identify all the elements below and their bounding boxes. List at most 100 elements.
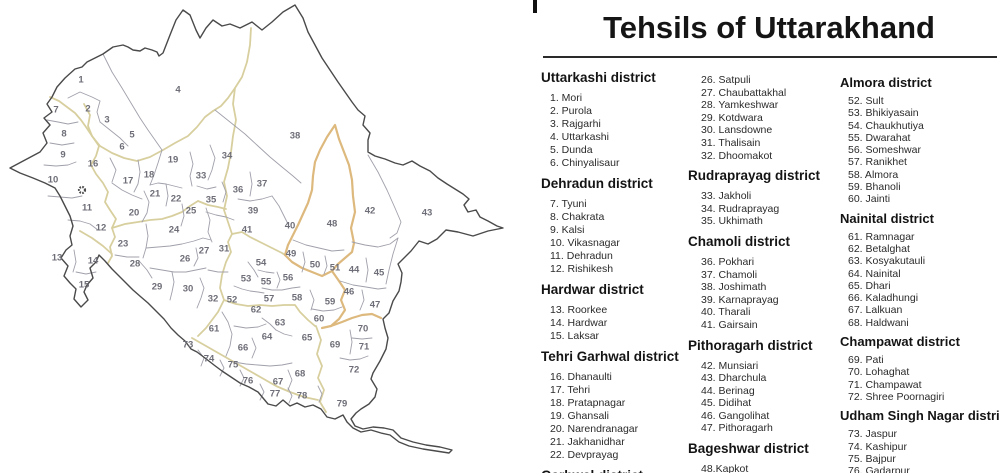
tehsil-list: 7. Tyuni 8. Chakrata 9. Kalsi 10. Vikasnaga…	[541, 198, 691, 276]
district-header: Champawat district	[840, 334, 960, 350]
tehsil-list-item: 73. Jaspur	[848, 428, 898, 441]
tehsil-boundary-line	[233, 285, 265, 294]
district-boundary-line	[197, 233, 233, 337]
tehsil-boundary-line	[111, 182, 143, 200]
tehsil-boundary-line	[49, 142, 75, 146]
district-header: Almora district	[840, 75, 932, 90]
tehsil-boundary-line	[287, 387, 293, 404]
tehsil-boundary-line	[205, 207, 213, 243]
tehsil-list-item: 59. Bhanoli	[848, 181, 901, 194]
legend-column-3: Almora district 52. Sult 53. Bhikiyasain 54…	[840, 70, 1000, 473]
tehsil-list: 42. Munsiari 43. Dharchula 44. Berinag 45. …	[688, 360, 836, 436]
tehsil-boundary-line	[221, 181, 227, 203]
tehsil-number-label: 49	[286, 249, 297, 260]
tehsil-list-item: 9. Kalsi	[550, 224, 585, 236]
tehsil-number-label: 17	[123, 176, 134, 187]
tehsil-list-item: 8. Chakrata	[550, 211, 605, 223]
district-header: Nainital district	[840, 210, 934, 226]
tehsil-list: 48.Kapkot49. Garud50. Bageshwar51. Kanda	[688, 463, 836, 473]
district-header: Pithoragarh district	[688, 337, 813, 353]
tehsil-list-item: 16. Dhanaulti	[550, 371, 612, 383]
tehsil-number-label: 2	[85, 104, 90, 115]
tehsil-boundary-line	[139, 261, 153, 279]
tehsil-boundary-line	[233, 323, 267, 329]
tehsil-boundary-line	[43, 161, 77, 167]
tehsil-list-item: 2. Purola	[550, 105, 593, 117]
district-header: Bageshwar district	[688, 441, 809, 457]
tehsil-number-label: 26	[180, 254, 191, 265]
tehsil-number-label: 55	[261, 277, 272, 288]
tehsil-boundary-line	[145, 237, 212, 249]
tehsil-list-item: 10. Vikasnagar	[550, 237, 620, 249]
tehsil-boundary-line	[221, 311, 233, 357]
district-boundary-line	[212, 27, 252, 112]
tehsil-list-item: 11. Dehradun	[550, 250, 613, 262]
tehsil-number-label: 16	[88, 159, 99, 170]
tehsil-boundary-line	[385, 237, 399, 285]
tehsil-list-item: 72. Shree Poornagiri	[848, 390, 945, 403]
tehsil-number-label: 76	[243, 376, 254, 387]
tehsil-list-item: 18. Pratapnagar	[550, 397, 626, 409]
tehsil-boundary-line	[257, 269, 275, 274]
tehsil-list-item: 27. Chaubattakhal	[701, 86, 787, 99]
tehsil-boundary-line	[165, 183, 169, 207]
tehsil-number-label: 20	[129, 208, 140, 219]
tehsil-boundary-line	[349, 329, 353, 355]
tehsil-list-item: 65. Dhari	[848, 279, 891, 292]
tehsil-boundary-line	[133, 159, 141, 193]
tehsil-list-item: 75. Bajpur	[848, 452, 896, 465]
tehsil-boundary-line	[367, 154, 402, 239]
tehsil-number-label: 18	[144, 170, 155, 181]
tehsil-boundary-line	[67, 91, 101, 102]
tehsil-number-label: 11	[82, 203, 93, 214]
legend-column-1: Uttarkashi district 1. Mori 2. Purola 3. Ra…	[541, 64, 691, 473]
tehsil-number-label: 42	[365, 206, 376, 217]
tehsil-boundary-line	[189, 151, 194, 187]
tehsil-number-label: 46	[344, 287, 355, 298]
tehsil-list-item: 29. Kotdwara	[701, 111, 763, 124]
tehsil-list-item: 14. Hardwar	[550, 317, 608, 329]
tehsil-number-label: 15	[79, 280, 90, 291]
tehsil-number-label: 7	[53, 105, 58, 116]
tehsil-boundary-line	[46, 119, 79, 125]
tehsil-list-item: 76. Gadarpur	[848, 465, 910, 473]
tehsil-boundary-line	[287, 369, 293, 391]
tehsil-list-item: 45. Didihat	[701, 397, 752, 410]
tehsil-list-item: 5. Dunda	[550, 144, 593, 156]
tehsil-number-label: 74	[204, 354, 215, 365]
tehsil-list: 1. Mori 2. Purola 3. Rajgarhi 4. Uttarkashi…	[541, 92, 691, 170]
tehsil-list-item: 60. Jainti	[848, 193, 891, 206]
tehsil-number-label: 29	[152, 282, 163, 293]
tehsil-number-label: 53	[241, 274, 252, 285]
district-boundary-line	[79, 230, 113, 255]
tehsil-list-item: 64. Nainital	[848, 267, 901, 280]
tehsil-number-label: 66	[238, 343, 249, 354]
district-header: Hardwar district	[541, 282, 644, 297]
district-header: Chamoli district	[688, 233, 791, 249]
district-header: Tehri Garhwal district	[541, 349, 679, 364]
tehsil-boundary-line	[196, 185, 217, 190]
tehsil-list-item: 52. Sult	[848, 95, 884, 107]
tehsil-number-label: 63	[275, 318, 286, 329]
district-boundary-line	[283, 123, 357, 278]
tehsil-list-item: 40. Tharali	[701, 306, 751, 319]
tehsil-number-label: 50	[310, 260, 321, 271]
district-header: Dehradun district	[541, 176, 653, 191]
tehsil-number-label: 47	[370, 300, 381, 311]
tehsil-boundary-line	[359, 289, 365, 311]
tehsil-list: 33. Jakholi 34. Rudraprayag 35. Ukhimath	[688, 190, 836, 228]
tehsil-number-label: 60	[314, 314, 325, 325]
tehsil-list-item: 61. Ramnagar	[848, 230, 915, 243]
district-boundary-line	[49, 96, 93, 137]
uttarakhand-map: 1 2 3 4 5 6 7 8 9 10 11 12 13 14 15 16 17 18 19 20 21 22 23 24 2…	[9, 4, 504, 454]
tehsil-boundary-line	[99, 121, 129, 147]
tehsil-boundary-line	[205, 211, 235, 221]
tehsil-list-item: 19. Ghansali	[550, 410, 609, 422]
tehsil-list-item: 58. Almora	[848, 168, 899, 181]
tehsil-boundary-line	[237, 195, 273, 202]
tehsil-number-label: 35	[206, 195, 217, 206]
tehsil-number-label: 51	[330, 263, 341, 274]
tehsil-list-item: 20. Narendranagar	[550, 423, 639, 435]
tehsil-boundary-line	[275, 329, 293, 337]
